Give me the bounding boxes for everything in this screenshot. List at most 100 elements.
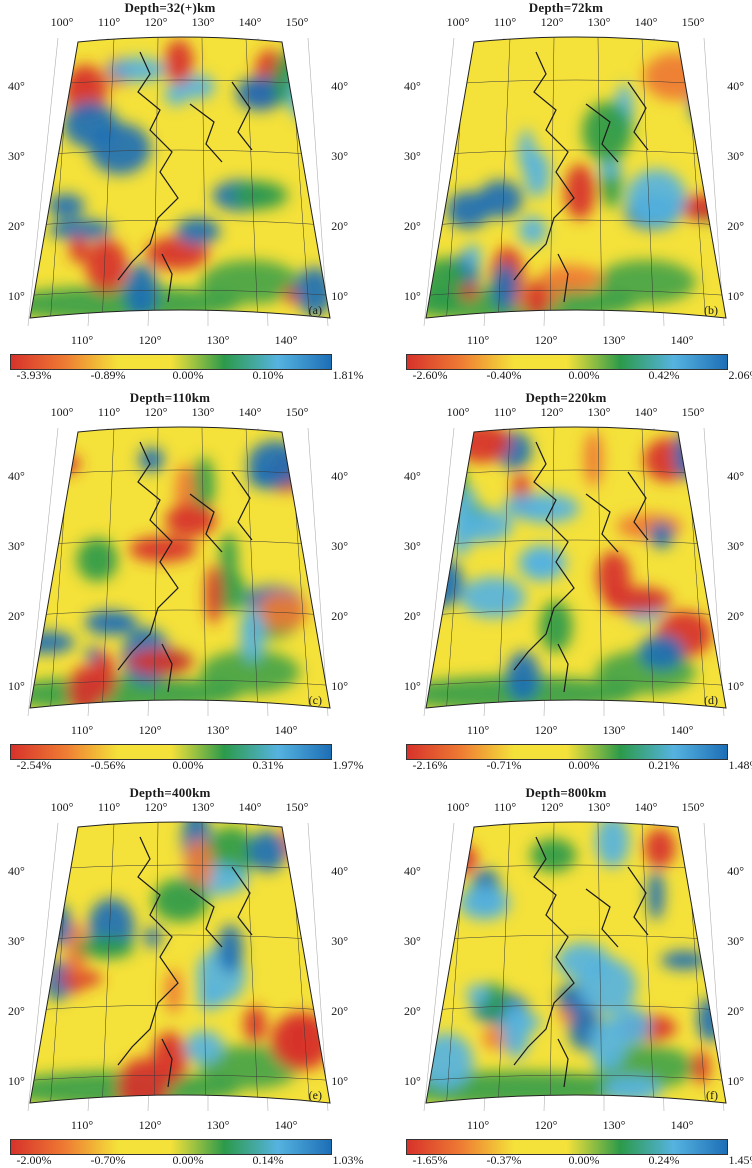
top-longitude-label: 120° [145,405,168,419]
top-longitude-label: 140° [635,800,658,814]
top-longitude-label: 150° [286,800,309,814]
left-latitude-label: 30° [8,539,25,553]
top-longitude-label: 110° [494,800,517,814]
bottom-longitude-label: 140° [671,333,694,347]
right-latitude-label: 30° [331,149,348,163]
colorbar-tick-label: 0.00% [569,1153,600,1168]
colorbar [10,1139,332,1155]
top-longitude-label: 100° [447,800,470,814]
colorbar-tick-label: 0.42% [649,368,680,383]
top-longitude-label: 120° [541,800,564,814]
left-latitude-label: 20° [404,609,421,623]
colorbar-tick-label: 0.31% [253,758,284,773]
right-latitude-label: 10° [331,1074,348,1088]
left-latitude-label: 20° [8,609,25,623]
right-latitude-label: 20° [331,1004,348,1018]
top-longitude-label: 100° [51,800,74,814]
colorbar-tick-label: -1.65% [413,1153,448,1168]
colorbar-tick-label: -2.54% [17,758,52,773]
right-latitude-label: 30° [331,539,348,553]
bottom-longitude-label: 140° [671,723,694,737]
bottom-longitude-label: 130° [207,723,230,737]
top-longitude-label: 130° [588,800,611,814]
colorbar-tick-label: 0.00% [173,368,204,383]
tomography-map: 100°110°120°130°140°150°110°120°130°140°… [0,402,356,742]
left-latitude-label: 40° [8,864,25,878]
top-longitude-label: 120° [541,15,564,29]
bottom-longitude-label: 110° [71,333,94,347]
right-latitude-label: 10° [727,679,744,693]
top-longitude-label: 140° [239,405,262,419]
right-latitude-label: 10° [331,289,348,303]
right-latitude-label: 40° [727,864,744,878]
colorbar-tick-label: 0.00% [173,758,204,773]
bottom-longitude-label: 130° [603,333,626,347]
top-longitude-label: 150° [682,405,705,419]
right-latitude-label: 30° [331,934,348,948]
left-latitude-label: 40° [404,79,421,93]
right-latitude-label: 40° [331,864,348,878]
top-longitude-label: 140° [635,15,658,29]
top-longitude-label: 110° [98,15,121,29]
colorbar-tick-label: -2.00% [17,1153,52,1168]
top-longitude-label: 150° [286,15,309,29]
tomography-map: 100°110°120°130°140°150°110°120°130°140°… [396,12,752,352]
right-latitude-label: 20° [331,609,348,623]
left-latitude-label: 20° [404,1004,421,1018]
right-latitude-label: 10° [331,679,348,693]
top-longitude-label: 130° [192,800,215,814]
colorbar-tick-label: 2.06% [729,368,752,383]
left-latitude-label: 10° [8,1074,25,1088]
right-latitude-label: 30° [727,149,744,163]
colorbar-tick-label: -0.40% [487,368,522,383]
top-longitude-label: 110° [98,800,121,814]
panel-letter: (c) [309,693,322,707]
colorbar-tick-label: -2.16% [413,758,448,773]
right-latitude-label: 20° [727,1004,744,1018]
bottom-longitude-label: 120° [139,333,162,347]
top-longitude-label: 150° [682,800,705,814]
colorbar-tick-label: -0.37% [487,1153,522,1168]
right-latitude-label: 40° [331,469,348,483]
colorbar-tick-label: 0.21% [649,758,680,773]
left-latitude-label: 40° [404,469,421,483]
left-latitude-label: 30° [404,539,421,553]
bottom-longitude-label: 130° [207,333,230,347]
bottom-longitude-label: 120° [139,1118,162,1132]
right-latitude-label: 40° [727,469,744,483]
top-longitude-label: 150° [286,405,309,419]
bottom-longitude-label: 120° [139,723,162,737]
colorbar [406,354,728,370]
top-longitude-label: 140° [635,405,658,419]
bottom-longitude-label: 140° [671,1118,694,1132]
colorbar-tick-label: -2.60% [413,368,448,383]
colorbar-tick-label: 1.45% [729,1153,752,1168]
bottom-longitude-label: 120° [535,1118,558,1132]
colorbar-tick-label: 1.97% [333,758,364,773]
colorbar-tick-label: -0.71% [487,758,522,773]
panel-letter: (f) [706,1088,718,1102]
top-longitude-label: 130° [588,15,611,29]
left-latitude-label: 40° [8,79,25,93]
bottom-longitude-label: 110° [467,723,490,737]
right-latitude-label: 20° [331,219,348,233]
top-longitude-label: 100° [51,405,74,419]
colorbar-tick-label: 0.10% [253,368,284,383]
top-longitude-label: 100° [447,405,470,419]
top-longitude-label: 120° [145,15,168,29]
colorbar [406,1139,728,1155]
right-latitude-label: 10° [727,1074,744,1088]
colorbar [10,744,332,760]
colorbar-tick-label: -3.93% [17,368,52,383]
tomography-map: 100°110°120°130°140°150°110°120°130°140°… [0,12,356,352]
left-latitude-label: 30° [8,149,25,163]
bottom-longitude-label: 110° [71,1118,94,1132]
top-longitude-label: 140° [239,15,262,29]
colorbar-tick-label: -0.56% [91,758,126,773]
panel-letter: (d) [704,693,718,707]
